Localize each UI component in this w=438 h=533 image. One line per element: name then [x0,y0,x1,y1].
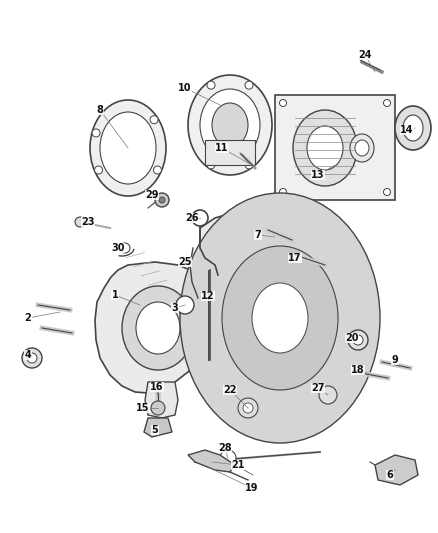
Polygon shape [188,450,235,472]
Circle shape [176,296,194,314]
Ellipse shape [293,110,357,186]
Circle shape [245,161,253,169]
Text: 2: 2 [25,313,32,323]
Polygon shape [145,382,178,418]
Circle shape [384,189,391,196]
Circle shape [384,100,391,107]
Ellipse shape [200,89,260,161]
Circle shape [279,189,286,196]
Circle shape [192,210,208,226]
Text: 1: 1 [112,290,118,300]
Circle shape [92,129,100,137]
Circle shape [207,81,215,89]
Circle shape [151,401,165,415]
Text: 4: 4 [25,350,32,360]
Text: 8: 8 [96,105,103,115]
Ellipse shape [350,134,374,162]
Circle shape [220,450,236,466]
Text: 12: 12 [201,291,215,301]
Ellipse shape [395,106,431,150]
Circle shape [238,398,258,418]
Polygon shape [190,210,368,415]
Circle shape [159,197,165,203]
Polygon shape [375,455,418,485]
Ellipse shape [90,100,166,196]
Circle shape [75,217,85,227]
Circle shape [155,193,169,207]
Circle shape [150,116,158,124]
Circle shape [207,161,215,169]
Ellipse shape [100,112,156,184]
Text: 25: 25 [178,257,192,267]
Text: 20: 20 [345,333,359,343]
Text: 21: 21 [231,460,245,470]
Circle shape [22,348,42,368]
Circle shape [243,403,253,413]
Text: 3: 3 [172,303,178,313]
Ellipse shape [252,283,308,353]
Ellipse shape [180,193,380,443]
Text: 28: 28 [218,443,232,453]
Ellipse shape [355,140,369,156]
Text: 13: 13 [311,170,325,180]
Bar [275,95,395,200]
Text: 15: 15 [136,403,150,413]
Polygon shape [95,262,215,393]
Ellipse shape [403,115,423,141]
Text: 5: 5 [152,425,159,435]
Ellipse shape [212,103,248,147]
Text: 7: 7 [254,230,261,240]
Text: 10: 10 [178,83,192,93]
Text: 9: 9 [392,355,399,365]
Text: 18: 18 [351,365,365,375]
Ellipse shape [222,246,338,390]
Text: 26: 26 [185,213,199,223]
Text: 16: 16 [150,382,164,392]
Circle shape [279,100,286,107]
Circle shape [319,386,337,404]
Text: 23: 23 [81,217,95,227]
Ellipse shape [122,286,194,370]
Circle shape [245,81,253,89]
Polygon shape [205,140,255,165]
Text: 30: 30 [111,243,125,253]
Text: 17: 17 [288,253,302,263]
Ellipse shape [188,75,272,175]
Text: 24: 24 [358,50,372,60]
Circle shape [27,353,37,363]
Circle shape [353,335,363,345]
Ellipse shape [307,126,343,170]
Ellipse shape [136,302,180,354]
Circle shape [95,166,102,174]
Text: 19: 19 [245,483,259,493]
Text: 6: 6 [387,470,393,480]
Circle shape [348,330,368,350]
Text: 22: 22 [223,385,237,395]
Circle shape [153,166,162,174]
Circle shape [120,243,130,253]
Text: 14: 14 [400,125,414,135]
Text: 27: 27 [311,383,325,393]
Text: 11: 11 [215,143,229,153]
Polygon shape [144,418,172,437]
Text: 29: 29 [145,190,159,200]
